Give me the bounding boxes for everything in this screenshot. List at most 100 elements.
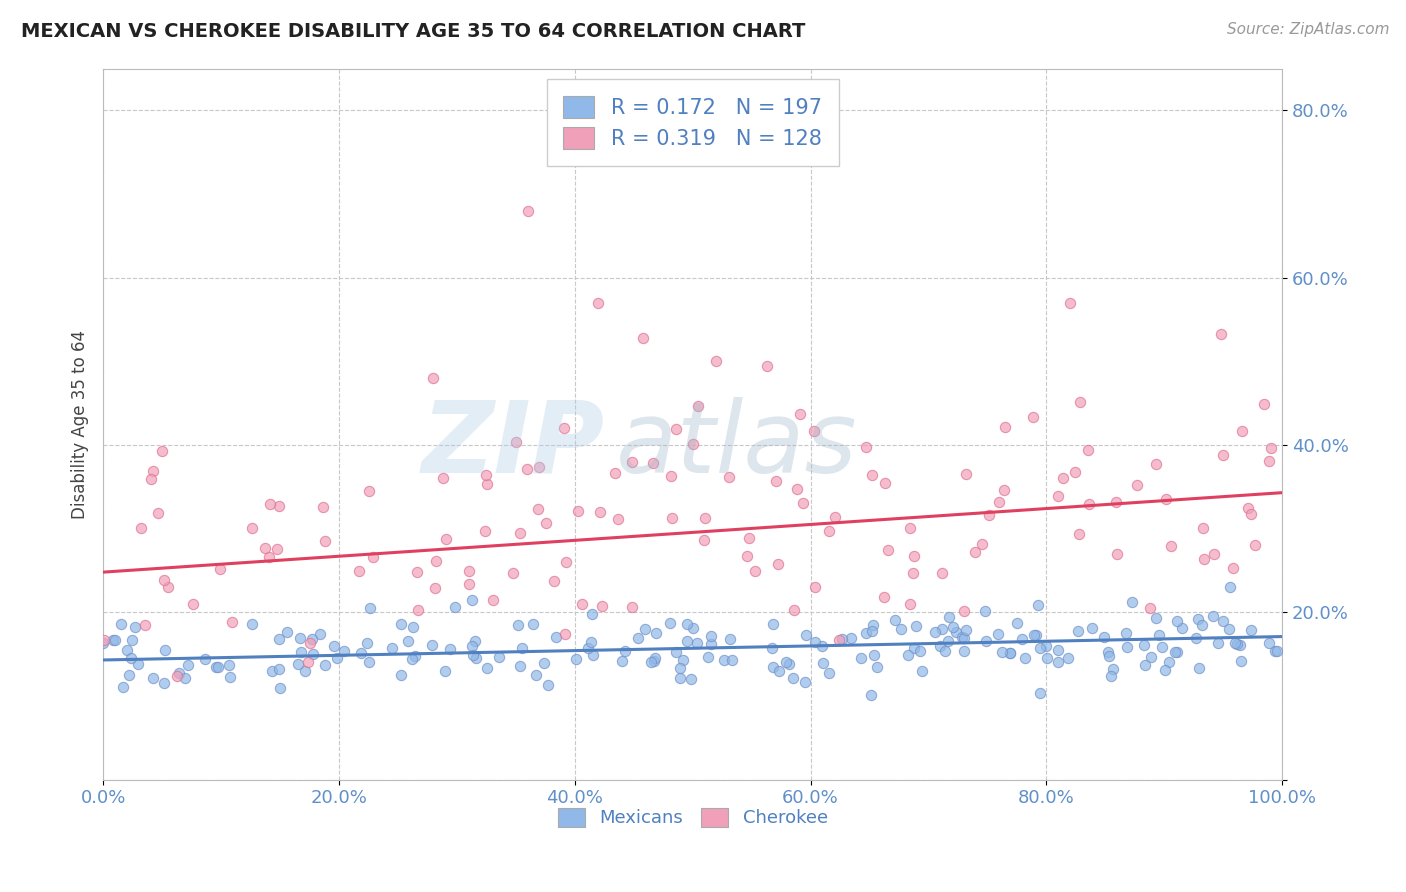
Point [768, 664, 790, 678]
Point [721, 652, 744, 666]
Point [877, 542, 900, 557]
Point [461, 592, 484, 607]
Point [276, 625, 298, 640]
Point [1239, 507, 1261, 521]
Point [862, 648, 884, 662]
Point [347, 565, 370, 579]
Point [884, 613, 907, 627]
Point [1166, 645, 1188, 659]
Point [1257, 454, 1279, 468]
Point [359, 600, 381, 615]
Point [782, 672, 804, 686]
Point [422, 638, 444, 652]
Point [942, 620, 965, 634]
Point [1102, 662, 1125, 676]
Point [512, 640, 534, 655]
Point [1097, 645, 1119, 659]
Point [253, 541, 276, 556]
Point [676, 634, 699, 648]
Point [302, 647, 325, 661]
Point [669, 661, 692, 675]
Point [1011, 632, 1033, 647]
Point [1188, 661, 1211, 675]
Point [555, 555, 578, 569]
Point [873, 590, 896, 604]
Point [301, 632, 323, 646]
Point [120, 651, 142, 665]
Point [148, 507, 170, 521]
Point [509, 659, 531, 673]
Point [1036, 651, 1059, 665]
Point [287, 657, 309, 671]
Point [908, 643, 931, 657]
Point [1265, 643, 1288, 657]
Point [970, 537, 993, 551]
Point [911, 665, 934, 679]
Point [1264, 643, 1286, 657]
Point [139, 473, 162, 487]
Point [718, 632, 741, 647]
Point [166, 668, 188, 682]
Point [1191, 617, 1213, 632]
Point [862, 617, 884, 632]
Point [1191, 521, 1213, 535]
Point [804, 580, 827, 594]
Point [589, 505, 612, 519]
Point [157, 580, 180, 594]
Point [576, 640, 599, 655]
Point [934, 644, 956, 658]
Point [794, 675, 817, 690]
Point [717, 470, 740, 484]
Point [1154, 491, 1177, 506]
Point [1047, 656, 1070, 670]
Point [761, 660, 783, 674]
Point [1202, 608, 1225, 623]
Point [205, 660, 228, 674]
Point [153, 573, 176, 587]
Point [1005, 615, 1028, 630]
Point [1192, 551, 1215, 566]
Point [502, 566, 524, 580]
Point [766, 557, 789, 571]
Point [775, 655, 797, 669]
Point [401, 652, 423, 666]
Point [665, 645, 688, 659]
Point [93, 633, 115, 648]
Point [627, 632, 650, 646]
Point [401, 620, 423, 634]
Point [553, 420, 575, 434]
Point [786, 482, 808, 496]
Point [1229, 654, 1251, 668]
Point [1028, 640, 1050, 655]
Point [209, 562, 232, 576]
Point [1236, 501, 1258, 516]
Point [804, 634, 827, 648]
Point [218, 657, 240, 672]
Point [931, 622, 953, 636]
Point [1240, 623, 1263, 637]
Point [1144, 457, 1167, 471]
Point [554, 627, 576, 641]
Point [1152, 640, 1174, 655]
Point [297, 655, 319, 669]
Point [266, 542, 288, 557]
Point [634, 623, 657, 637]
Point [1059, 295, 1081, 310]
Point [682, 621, 704, 635]
Point [509, 525, 531, 540]
Point [207, 660, 229, 674]
Text: ZIP: ZIP [422, 397, 605, 494]
Point [527, 502, 550, 516]
Point [778, 657, 800, 672]
Point [931, 566, 953, 581]
Point [681, 672, 703, 686]
Point [91, 636, 114, 650]
Point [904, 619, 927, 633]
Point [474, 524, 496, 538]
Point [142, 672, 165, 686]
Point [1099, 669, 1122, 683]
Point [1209, 326, 1232, 341]
Point [314, 657, 336, 672]
Point [309, 627, 332, 641]
Point [439, 641, 461, 656]
